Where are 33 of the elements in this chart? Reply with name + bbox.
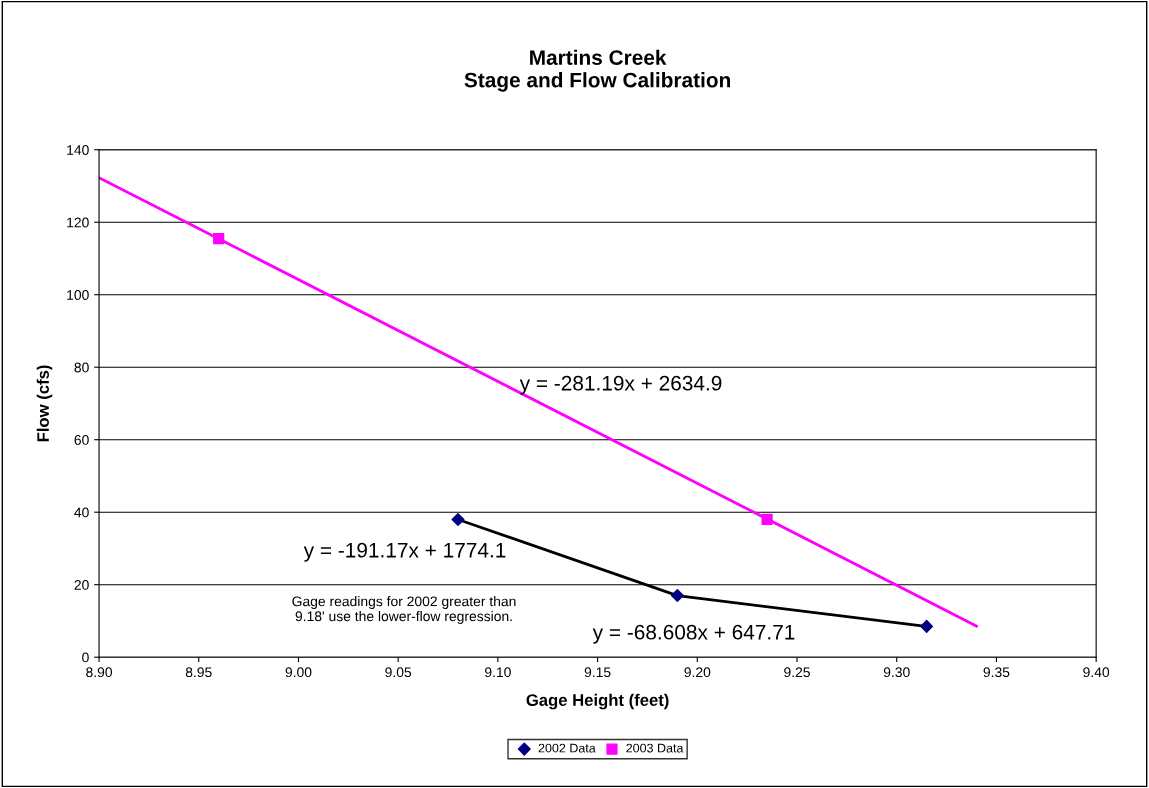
legend-label: 2002 Data [538, 743, 596, 753]
y-tick-label: 0 [82, 652, 89, 663]
x-tick-label: 9.00 [285, 667, 312, 678]
x-axis-title: Gage Height (feet) [526, 693, 669, 710]
annotation: y = -191.17x + 1774.1 [303, 542, 506, 562]
legend-label: 2003 Data [626, 743, 684, 753]
y-tick-label: 60 [74, 435, 89, 445]
y-tick-label: 140 [67, 145, 89, 155]
y-tick-label: 100 [67, 290, 89, 300]
x-tick-label: 9.35 [983, 667, 1010, 678]
chart-title: Martins Creek Stage and Flow Calibration [464, 49, 731, 92]
point [920, 619, 934, 633]
point [670, 589, 684, 603]
y-tick-label: 40 [74, 507, 89, 518]
x-tick-label: 9.15 [584, 667, 611, 678]
y-tick-label: 80 [74, 362, 89, 373]
x-tick-label: 9.40 [1083, 667, 1110, 678]
annotation: Gage readings for 2002 greater than 9.18' use the lower-flow regression. [292, 596, 516, 624]
point [213, 232, 225, 245]
y-tick-label: 20 [74, 580, 89, 590]
y-tick-label: 120 [67, 217, 89, 228]
annotation: y = -281.19x + 2634.9 [519, 375, 722, 395]
x-tick-label: 9.25 [784, 667, 810, 678]
point [761, 513, 773, 526]
x-tick-label: 9.20 [684, 667, 711, 678]
y-axis-title: Flow (cfs) [36, 365, 53, 442]
x-tick-label: 9.05 [385, 667, 412, 678]
x-tick-label: 9.30 [883, 667, 910, 678]
x-tick-label: 8.90 [86, 667, 113, 678]
x-tick-label: 8.95 [185, 667, 212, 678]
point [451, 512, 465, 526]
annotation: y = -68.608x + 647.71 [592, 624, 795, 644]
x-tick-label: 9.10 [485, 667, 511, 678]
